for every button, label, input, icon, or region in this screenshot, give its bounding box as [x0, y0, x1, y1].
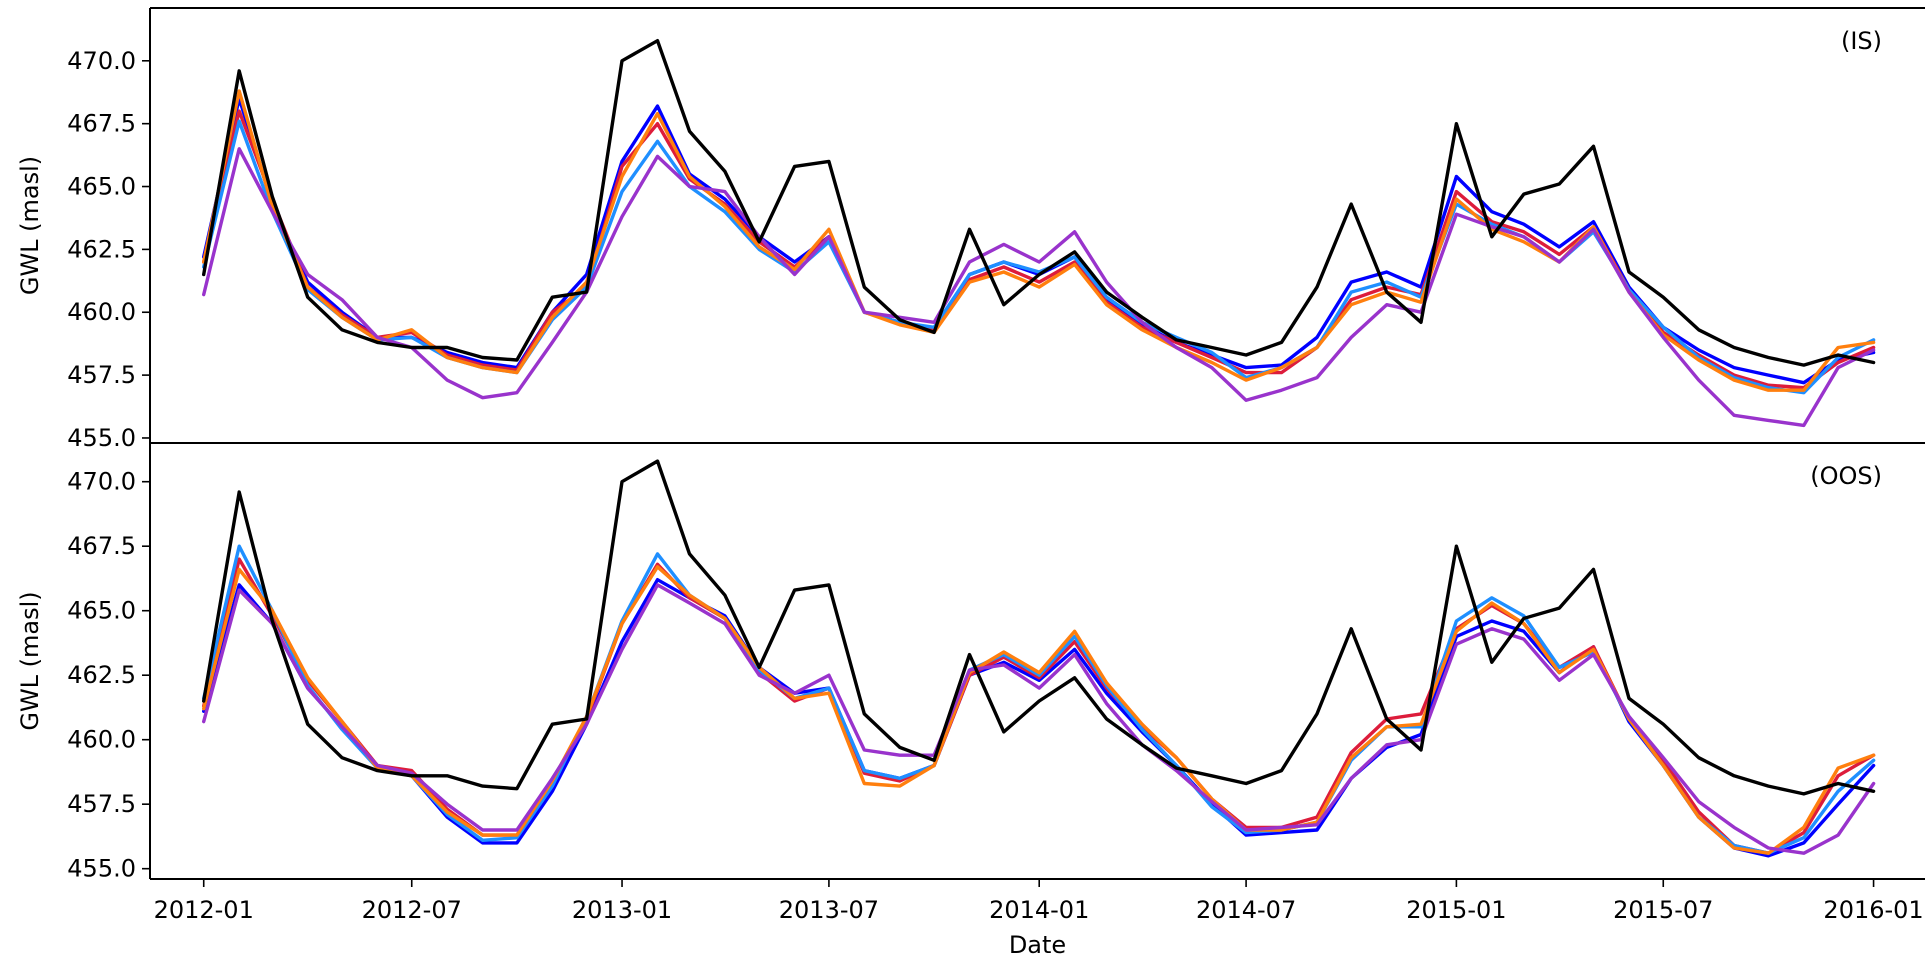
- series-line-4: [201, 89, 1876, 392]
- y-tick-label: 460.0: [67, 298, 136, 326]
- x-tick-label: 2015-07: [1613, 896, 1713, 924]
- series-group: [201, 459, 1876, 858]
- y-tick-label: 462.5: [67, 235, 136, 263]
- y-tick-label: 457.5: [67, 361, 136, 389]
- x-tick-label: 2013-07: [779, 896, 879, 924]
- y-tick-label: 457.5: [67, 790, 136, 818]
- series-line-6: [201, 39, 1876, 367]
- panel-label: (OOS): [1810, 462, 1882, 490]
- x-tick-label: 2015-01: [1406, 896, 1506, 924]
- y-tick-label: 455.0: [67, 855, 136, 883]
- x-axis-title: Date: [1009, 931, 1066, 959]
- y-tick-label: 465.0: [67, 597, 136, 625]
- panel-is: 455.0 457.5 460.0 462.5 465.0 467.5 470.0 GWL (…: [16, 7, 1925, 452]
- x-tick-label: 2016-01: [1823, 896, 1923, 924]
- y-tick-label: 455.0: [67, 424, 136, 452]
- y-axis-title: GWL (masl): [16, 591, 44, 730]
- y-tick-label: 465.0: [67, 173, 136, 201]
- x-tick-label: 2014-07: [1196, 896, 1296, 924]
- y-tick-label: 470.0: [67, 468, 136, 496]
- y-axis-title: GWL (masl): [16, 156, 44, 295]
- y-tick-label: 467.5: [67, 110, 136, 138]
- y-tick-label: 462.5: [67, 661, 136, 689]
- y-tick-label: 467.5: [67, 532, 136, 560]
- y-tick-label: 470.0: [67, 47, 136, 75]
- x-tick-label: 2012-01: [154, 896, 254, 924]
- panel-oos: 455.0 457.5 460.0 462.5 465.0 467.5 470.0 2012-…: [16, 442, 1925, 924]
- series-line-5: [201, 583, 1876, 855]
- panel-label: (IS): [1841, 27, 1882, 55]
- x-tick-label: 2013-01: [572, 896, 672, 924]
- series-line-5: [201, 147, 1876, 428]
- series-line-6: [201, 459, 1876, 796]
- series-group: [201, 39, 1876, 428]
- x-tick-label: 2014-01: [989, 896, 1089, 924]
- series-line-4: [201, 565, 1876, 855]
- y-tick-label: 460.0: [67, 726, 136, 754]
- x-tick-label: 2012-07: [362, 896, 462, 924]
